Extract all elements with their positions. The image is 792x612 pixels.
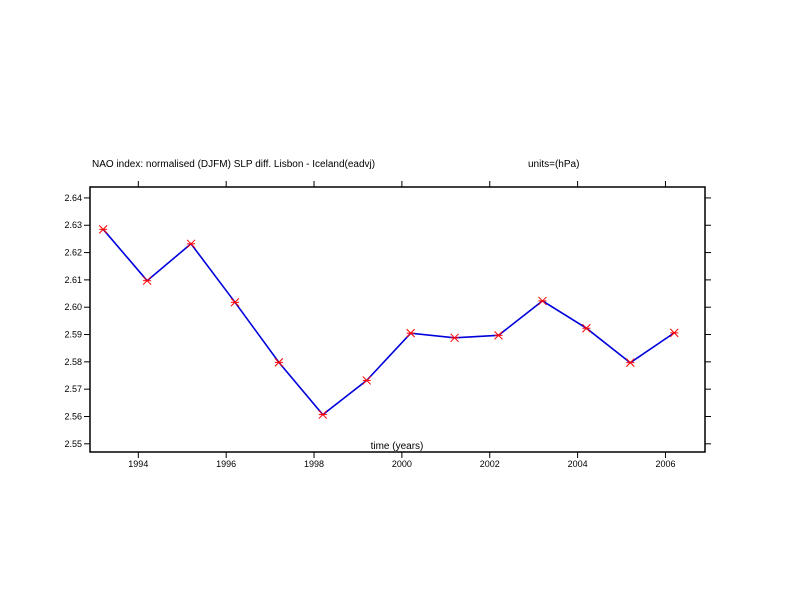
data-point-11: [582, 323, 591, 333]
data-point-9: [494, 330, 503, 340]
x-tick-label-3: 2000: [392, 459, 412, 469]
x-tick-label-1: 1996: [216, 459, 236, 469]
x-tick-label-4: 2002: [480, 459, 500, 469]
data-point-7: [406, 328, 416, 338]
data-point-12: [625, 358, 635, 368]
data-point-8: [450, 333, 459, 343]
units-label: units=(hPa): [528, 159, 579, 170]
data-point-13: [669, 328, 679, 338]
chart-title: NAO index: normalised (DJFM) SLP diff. L…: [92, 159, 375, 170]
y-tick-label-7: 2.62: [64, 248, 82, 258]
y-tick-label-5: 2.60: [64, 302, 82, 312]
y-tick-label-4: 2.59: [64, 330, 82, 340]
data-point-5: [318, 410, 328, 419]
x-tick-label-6: 2006: [655, 459, 675, 469]
data-point-1: [142, 276, 152, 286]
y-tick-label-0: 2.55: [64, 439, 82, 449]
x-tick-label-2: 1998: [304, 459, 324, 469]
x-tick-label-0: 1994: [128, 459, 148, 469]
axis-ticks: [84, 181, 711, 458]
x-axis-label: time (years): [371, 441, 424, 452]
y-tick-label-1: 2.56: [64, 411, 82, 421]
y-tick-label-8: 2.63: [64, 220, 82, 230]
y-tick-label-3: 2.58: [64, 357, 82, 367]
data-point-4: [274, 358, 284, 367]
series-line: [102, 228, 675, 416]
data-point-10: [538, 296, 547, 306]
plot-frame: [89, 186, 706, 453]
data-point-2: [186, 239, 196, 249]
y-tick-label-6: 2.61: [64, 275, 82, 285]
data-point-0: [98, 224, 108, 234]
data-point-3: [230, 297, 240, 307]
x-tick-label-5: 2004: [568, 459, 588, 469]
data-markers: [98, 224, 679, 419]
tick-labels: 1994 1996 1998 2000 2002 2004 2006 2.55 2.56 2.57…: [64, 193, 675, 469]
y-tick-label-2: 2.57: [64, 384, 82, 394]
data-point-6: [362, 376, 372, 385]
y-tick-label-9: 2.64: [64, 193, 82, 203]
